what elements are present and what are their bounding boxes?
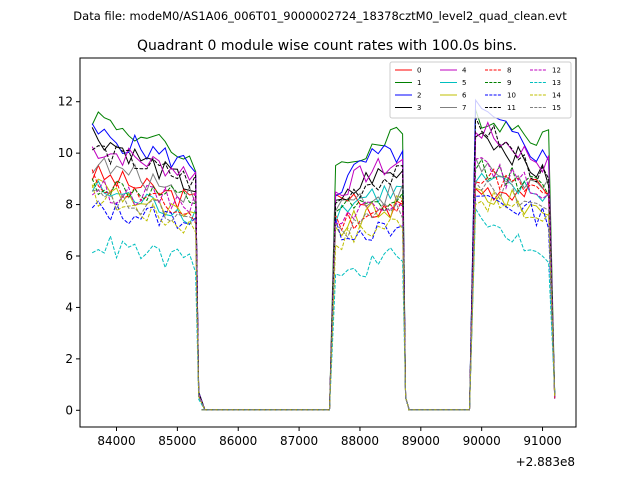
legend-label-6: 6 [462, 92, 467, 100]
legend-label-8: 8 [507, 67, 511, 75]
series-line-6 [91, 178, 556, 411]
series-line-14 [91, 184, 556, 411]
x-offset-label: +2.883e8 [516, 455, 575, 469]
legend-label-11: 11 [507, 104, 516, 112]
legend-label-3: 3 [417, 104, 421, 112]
legend-label-13: 13 [552, 79, 561, 87]
legend-label-7: 7 [462, 104, 466, 112]
x-tick-label: 90000 [463, 434, 501, 448]
y-tick-label: 6 [65, 249, 73, 263]
legend-label-12: 12 [552, 67, 561, 75]
legend-label-0: 0 [417, 67, 421, 75]
x-tick-label: 84000 [97, 434, 135, 448]
series-line-1 [91, 109, 556, 411]
x-tick-label: 85000 [158, 434, 196, 448]
series-line-2 [91, 98, 556, 411]
series-line-0 [91, 163, 556, 411]
legend-label-10: 10 [507, 92, 516, 100]
series-line-13 [91, 207, 556, 411]
legend-label-15: 15 [552, 104, 561, 112]
series-line-15 [92, 179, 556, 411]
legend-label-2: 2 [417, 92, 421, 100]
y-tick-label: 2 [65, 352, 73, 366]
legend-label-9: 9 [507, 79, 511, 87]
y-axis: 0 2 4 6 8 10 12 [58, 95, 80, 417]
chart-title: Quadrant 0 module wise count rates with … [137, 38, 517, 54]
x-tick-label: 87000 [280, 434, 318, 448]
y-tick-label: 4 [65, 300, 73, 314]
axes-frame [79, 57, 577, 428]
series-line-10 [91, 194, 556, 411]
legend-label-14: 14 [552, 92, 561, 100]
y-tick-label: 12 [58, 95, 73, 109]
y-tick-label: 8 [65, 198, 73, 212]
y-tick-label: 10 [58, 146, 73, 160]
legend-label-5: 5 [462, 79, 466, 87]
x-tick-label: 91000 [523, 434, 561, 448]
series-line-12 [91, 157, 556, 411]
x-tick-label: 86000 [219, 434, 257, 448]
series-line-3 [91, 127, 556, 411]
x-tick-label: 88000 [341, 434, 379, 448]
x-axis: 84000 85000 86000 87000 88000 89000 90000 91000 [97, 427, 562, 448]
legend-label-4: 4 [462, 67, 467, 75]
x-tick-label: 89000 [402, 434, 440, 448]
plot-series-group [91, 98, 556, 411]
series-line-11 [91, 117, 556, 411]
y-tick-label: 0 [65, 403, 73, 417]
data-file-suptitle: Data file: modeM0/AS1A06_006T01_90000027… [73, 9, 567, 23]
legend-label-1: 1 [417, 79, 421, 87]
legend-frame [389, 61, 572, 119]
